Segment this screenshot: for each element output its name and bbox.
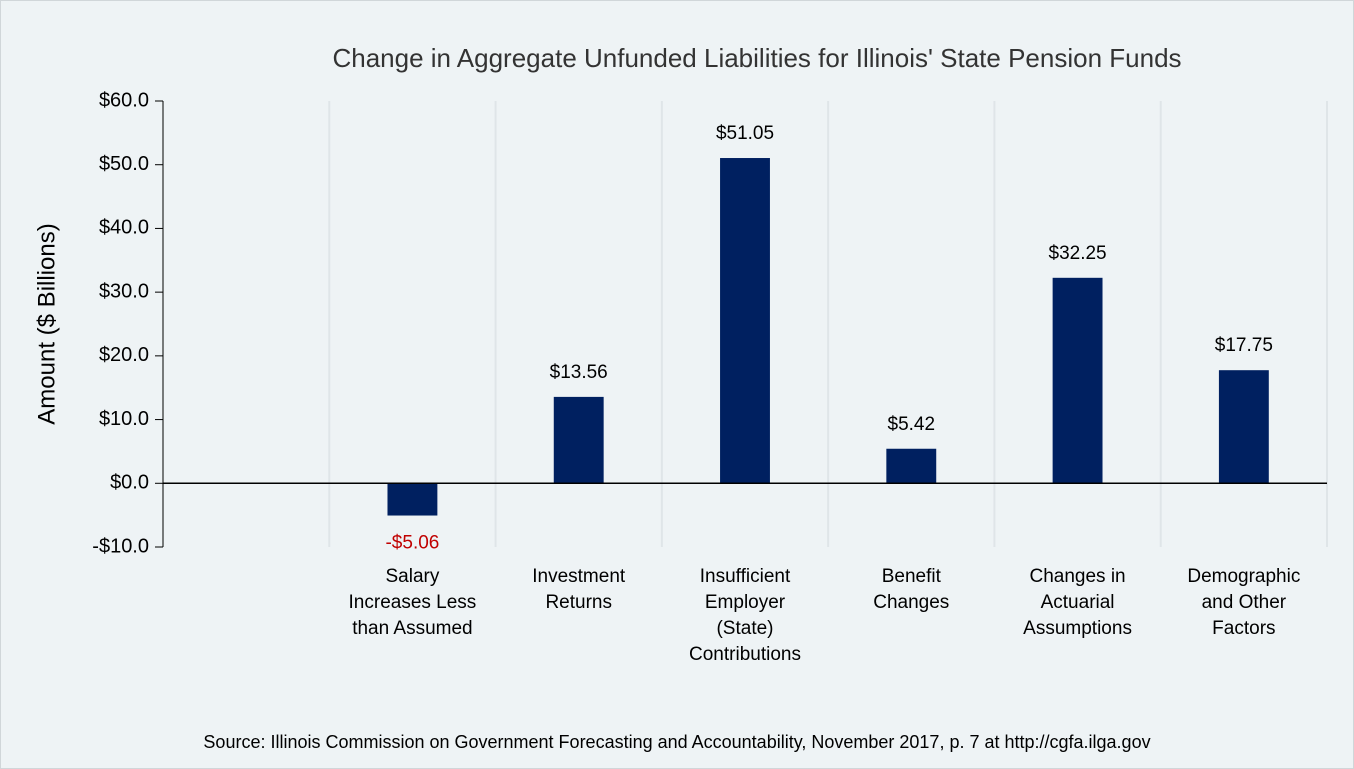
bar (1219, 370, 1269, 483)
background (1, 1, 1354, 769)
bar (1053, 278, 1103, 483)
y-tick-label: $60.0 (99, 89, 149, 111)
label-line: Contributions (689, 644, 801, 665)
label-line: and Other (1202, 592, 1287, 613)
label-line: Increases Less (349, 592, 477, 613)
bar (387, 483, 437, 515)
label-line: Assumptions (1023, 618, 1132, 639)
label-line: Demographic (1187, 566, 1300, 587)
y-tick-label: $40.0 (99, 217, 149, 239)
data-label: $32.25 (1049, 243, 1107, 264)
label-line: Employer (705, 592, 786, 613)
label-line: Insufficient (700, 566, 791, 587)
chart-title: Change in Aggregate Unfunded Liabilities… (332, 43, 1181, 73)
y-tick-label: $10.0 (99, 408, 149, 430)
label-line: Investment (532, 566, 626, 587)
y-tick-label: $0.0 (110, 472, 149, 494)
bar (886, 449, 936, 484)
bar (720, 158, 770, 483)
label-line: Benefit (882, 566, 942, 587)
data-label: -$5.06 (385, 533, 439, 554)
label-line: Factors (1212, 618, 1275, 639)
data-label: $13.56 (550, 362, 608, 383)
y-axis-label: Amount ($ Billions) (33, 223, 60, 424)
label-line: (State) (716, 618, 773, 639)
data-label: $5.42 (888, 414, 936, 435)
y-tick-label: $50.0 (99, 153, 149, 175)
y-tick-label: $20.0 (99, 344, 149, 366)
chart: Change in Aggregate Unfunded Liabilities… (0, 0, 1354, 769)
label-line: Actuarial (1041, 592, 1115, 613)
label-line: Returns (545, 592, 612, 613)
page: Change in Aggregate Unfunded Liabilities… (0, 0, 1354, 769)
label-line: Changes (873, 592, 949, 613)
y-tick-label: $30.0 (99, 280, 149, 302)
label-line: Changes in (1030, 566, 1126, 587)
label-line: Salary (385, 566, 439, 587)
source-note: Source: Illinois Commission on Governmen… (203, 732, 1150, 752)
data-label: $17.75 (1215, 335, 1273, 356)
y-tick-label: -$10.0 (92, 535, 149, 557)
data-label: $51.05 (716, 123, 774, 144)
bar (554, 397, 604, 483)
label-line: than Assumed (352, 618, 472, 639)
